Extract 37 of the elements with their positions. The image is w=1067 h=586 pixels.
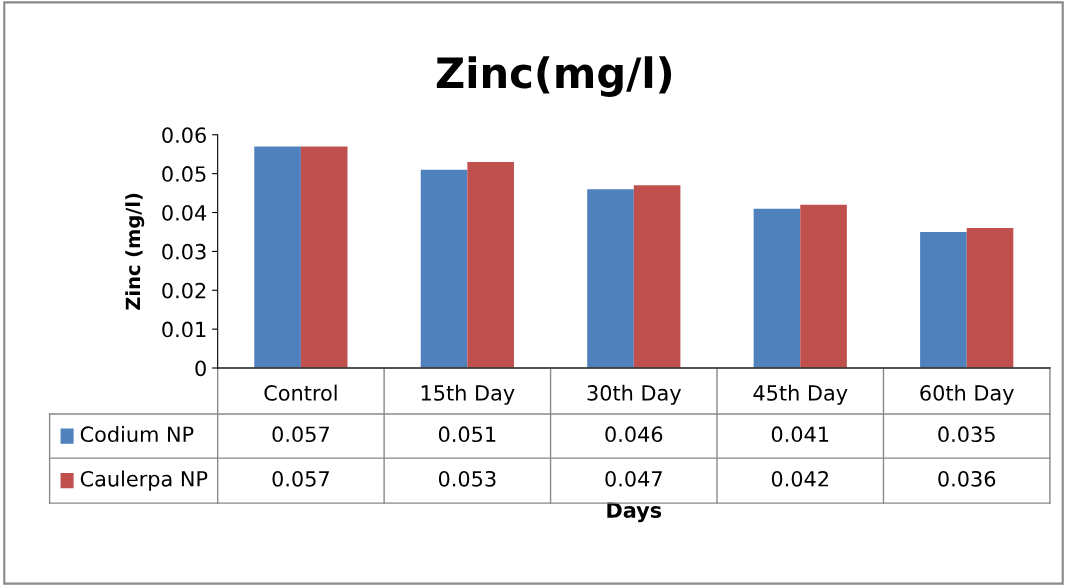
data-label: 0.041 [771, 426, 829, 443]
chart-title: Zinc(mg/l) [436, 56, 672, 97]
data-label: 0.035 [938, 426, 995, 443]
y-axis-title: Zinc (mg/l) [125, 193, 145, 310]
bar [300, 146, 348, 369]
y-tick-label: 0.01 [162, 321, 206, 338]
data-label: 0.057 [272, 426, 329, 443]
legend-label: Codium NP [80, 425, 194, 443]
bar [467, 161, 514, 369]
data-label: 0.057 [272, 470, 329, 487]
x-axis-title: Days [607, 502, 662, 523]
legend-label: Caulerpa NP [80, 470, 208, 491]
data-label: 0.046 [605, 426, 663, 443]
y-tick-label: 0.03 [162, 243, 206, 260]
bar [800, 204, 847, 369]
y-tick-label: 0.02 [162, 282, 206, 299]
x-tick-label: 30th Day [587, 384, 681, 405]
bar [966, 228, 1014, 369]
bar [420, 169, 468, 369]
y-tick-label: 0 [195, 360, 206, 377]
y-tick-label: 0.06 [162, 127, 206, 143]
y-tick-label: 0.05 [162, 166, 206, 182]
bar [633, 185, 681, 369]
data-label: 0.051 [438, 426, 496, 443]
bar [254, 146, 301, 369]
x-tick-label: 45th Day [753, 384, 848, 405]
x-tick-label: 60th Day [920, 384, 1014, 405]
bar [753, 208, 801, 369]
data-label: 0.047 [605, 470, 662, 487]
data-label: 0.053 [438, 470, 496, 487]
bar [587, 189, 634, 369]
x-tick-label: Control [264, 384, 337, 401]
x-tick-label: 15th Day [421, 384, 515, 405]
y-tick-label: 0.04 [162, 204, 207, 221]
data-label: 0.042 [771, 470, 828, 487]
bar [920, 231, 967, 369]
data-label: 0.036 [938, 470, 996, 487]
